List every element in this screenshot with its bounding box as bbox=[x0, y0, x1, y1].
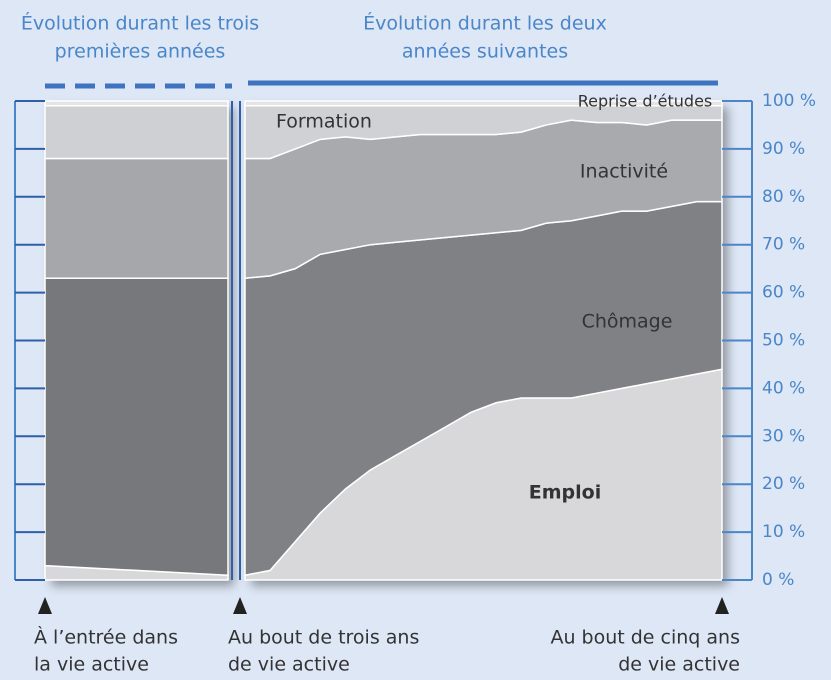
y-tick-label: 50 % bbox=[762, 331, 805, 351]
y-tick-label: 70 % bbox=[762, 235, 805, 255]
area-segment bbox=[244, 100, 723, 107]
y-tick-label: 30 % bbox=[762, 426, 805, 446]
y-tick-label: 60 % bbox=[762, 283, 805, 303]
panel-title: années suivantes bbox=[402, 41, 568, 63]
annotation: Au bout de trois ans bbox=[228, 627, 419, 649]
area-segment bbox=[44, 277, 229, 577]
annotation: Au bout de cinq ans bbox=[550, 627, 740, 649]
annotation: la vie active bbox=[34, 654, 149, 676]
area-segment bbox=[44, 100, 229, 107]
area-segment bbox=[44, 105, 229, 160]
y-tick-label: 90 % bbox=[762, 139, 805, 159]
panel-title: Évolution durant les trois bbox=[21, 12, 259, 35]
y-tick-label: 10 % bbox=[762, 522, 805, 542]
series-label: Reprise d’études bbox=[578, 92, 713, 111]
y-tick-label: 0 % bbox=[762, 570, 794, 590]
y-tick-label: 80 % bbox=[762, 187, 805, 207]
areas bbox=[44, 100, 723, 581]
annotation: de vie active bbox=[228, 654, 350, 676]
y-tick-label: 20 % bbox=[762, 474, 805, 494]
panel-title: Évolution durant les deux bbox=[363, 12, 607, 35]
series-label: Formation bbox=[276, 111, 372, 133]
marker bbox=[715, 597, 729, 614]
series-label: Emploi bbox=[529, 482, 601, 504]
marker bbox=[38, 597, 52, 614]
series-label: Inactivité bbox=[580, 161, 668, 183]
panel-title: premières années bbox=[55, 41, 226, 63]
series-label: Chômage bbox=[582, 311, 673, 333]
annotation: de vie active bbox=[618, 654, 740, 676]
annotation: À l’entrée dans bbox=[34, 626, 178, 649]
area-segment bbox=[44, 157, 229, 279]
y-tick-label: 100 % bbox=[762, 91, 816, 111]
marker bbox=[233, 597, 247, 614]
y-tick-label: 40 % bbox=[762, 378, 805, 398]
